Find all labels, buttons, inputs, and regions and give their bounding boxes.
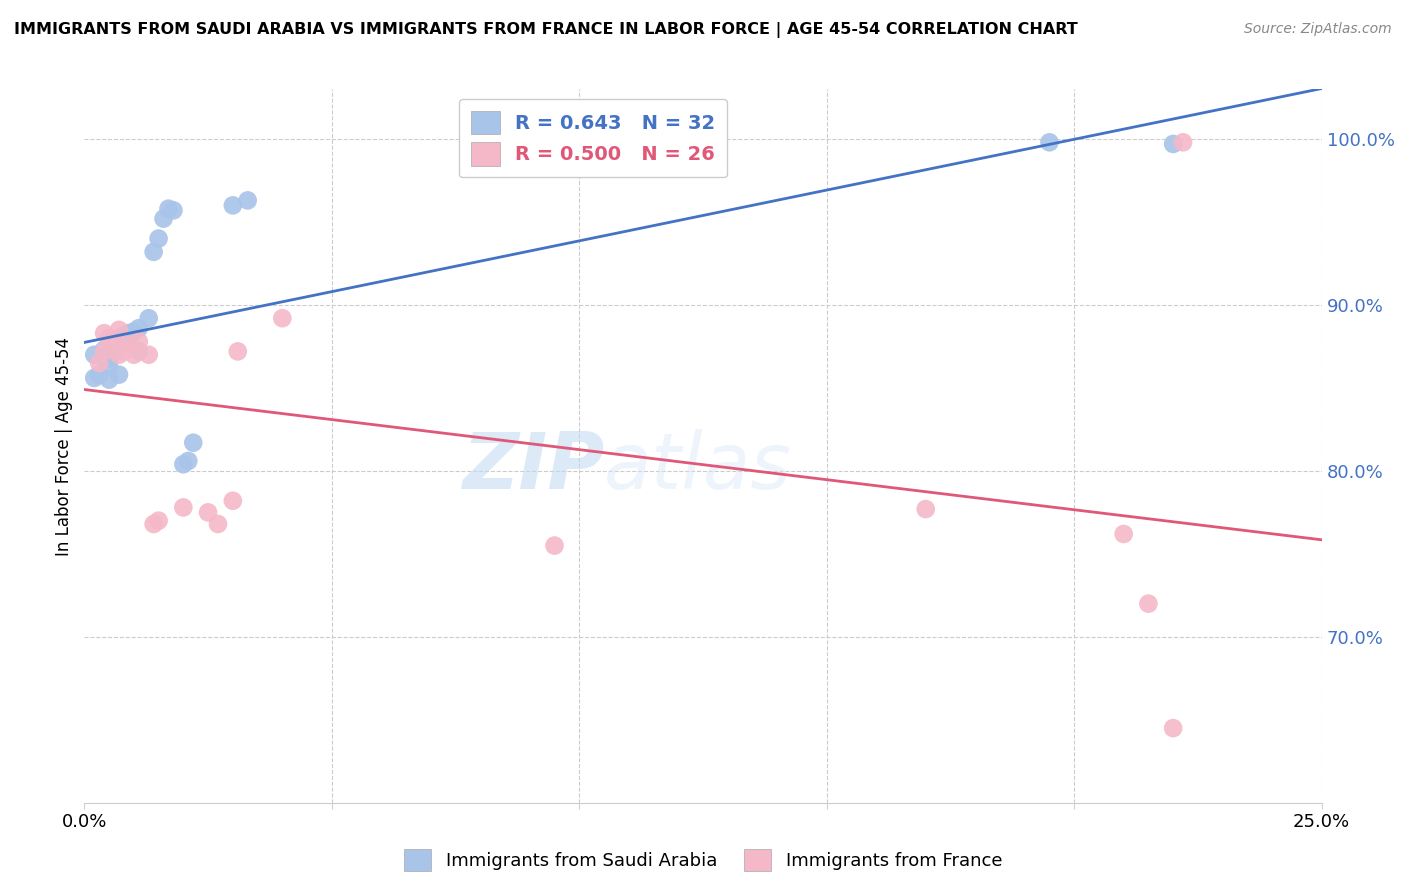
Point [89, 356, 111, 370]
Point [197, 505, 219, 519]
Point [1161, 136, 1184, 151]
Point [152, 211, 174, 226]
Point [112, 331, 135, 345]
Point [122, 348, 145, 362]
Point [108, 348, 131, 362]
Point [1038, 136, 1060, 150]
Text: Source: ZipAtlas.com: Source: ZipAtlas.com [1244, 22, 1392, 37]
Point [103, 344, 125, 359]
Point [118, 326, 141, 340]
Point [172, 500, 194, 515]
Point [142, 516, 165, 531]
Point [122, 325, 145, 339]
Point [226, 344, 249, 359]
Point [181, 435, 204, 450]
Point [128, 344, 150, 359]
Point [98, 359, 121, 374]
Legend: Immigrants from Saudi Arabia, Immigrants from France: Immigrants from Saudi Arabia, Immigrants… [396, 842, 1010, 879]
Point [83, 371, 105, 385]
Point [108, 323, 131, 337]
Point [1137, 597, 1160, 611]
Point [103, 334, 125, 349]
Point [157, 202, 180, 216]
Y-axis label: In Labor Force | Age 45-54: In Labor Force | Age 45-54 [55, 336, 73, 556]
Text: atlas: atlas [605, 429, 792, 506]
Point [93, 343, 115, 357]
Text: ZIP: ZIP [461, 429, 605, 506]
Point [108, 368, 131, 382]
Point [162, 203, 184, 218]
Point [207, 516, 229, 531]
Point [98, 351, 121, 365]
Point [89, 368, 111, 382]
Point [222, 493, 245, 508]
Point [1112, 527, 1135, 541]
Point [1171, 136, 1194, 150]
Point [138, 311, 160, 326]
Point [172, 457, 194, 471]
Point [177, 454, 200, 468]
Point [98, 373, 121, 387]
Point [148, 514, 170, 528]
Point [271, 311, 294, 326]
Point [128, 334, 150, 349]
Point [914, 502, 936, 516]
Point [222, 198, 245, 212]
Point [118, 338, 141, 352]
Point [98, 331, 121, 345]
Point [1161, 721, 1184, 735]
Text: IMMIGRANTS FROM SAUDI ARABIA VS IMMIGRANTS FROM FRANCE IN LABOR FORCE | AGE 45-5: IMMIGRANTS FROM SAUDI ARABIA VS IMMIGRAN… [14, 22, 1078, 38]
Point [112, 327, 135, 342]
Point [148, 231, 170, 245]
Point [543, 539, 565, 553]
Point [93, 351, 115, 365]
Point [118, 334, 141, 349]
Point [83, 348, 105, 362]
Legend: R = 0.643   N = 32, R = 0.500   N = 26: R = 0.643 N = 32, R = 0.500 N = 26 [460, 99, 727, 178]
Point [236, 194, 259, 208]
Point [103, 336, 125, 351]
Point [128, 321, 150, 335]
Point [112, 344, 135, 359]
Point [108, 331, 131, 345]
Point [142, 244, 165, 259]
Point [93, 344, 115, 359]
Point [138, 348, 160, 362]
Point [93, 326, 115, 340]
